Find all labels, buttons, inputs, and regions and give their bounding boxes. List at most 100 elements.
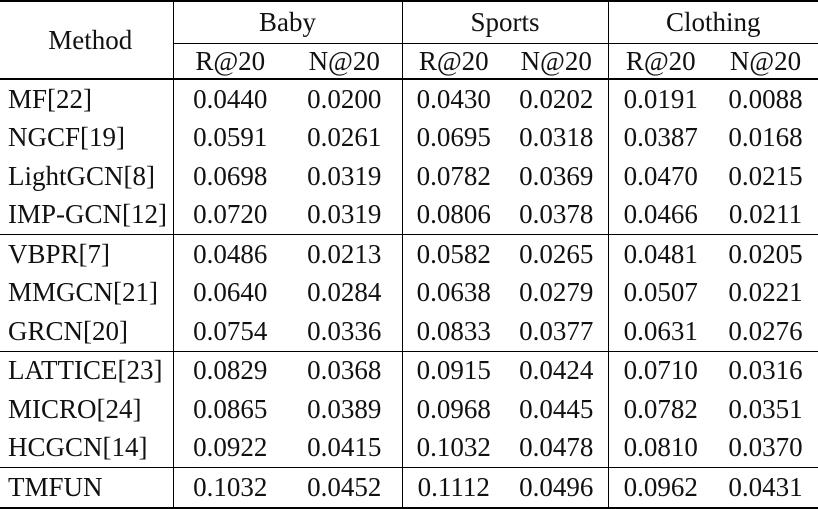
value-cell: 0.0261 <box>307 122 382 153</box>
value-cell: 0.0387 <box>607 118 713 157</box>
table-row-lattice: LATTICE[23] 0.0829 0.0368 0.0915 0.0424 … <box>0 350 818 390</box>
value-cell: 0.0431 <box>713 467 818 508</box>
method-cell: TMFUN <box>0 467 173 508</box>
value-cell: 0.0377 <box>519 315 594 346</box>
table-row-mf: MF[22] 0.0440 0.0200 0.0430 0.0202 0.019… <box>0 79 818 119</box>
value-cell: 0.0710 <box>607 350 713 390</box>
method-cell: MICRO[24] <box>8 393 142 424</box>
value-cell: 0.0631 <box>607 312 713 351</box>
value-cell: 0.0319 <box>307 160 382 191</box>
method-column-header: Method <box>0 1 173 80</box>
value-cell: 0.0466 <box>607 195 713 235</box>
value-cell: 0.0829 <box>172 350 287 390</box>
value-cell: 0.0211 <box>728 199 803 230</box>
table-row-vbpr: VBPR[7] 0.0486 0.0213 0.0582 0.0265 0.04… <box>0 234 818 274</box>
value-cell: 0.0378 <box>519 199 594 230</box>
value-cell: 0.0470 <box>607 157 713 196</box>
value-cell: 0.0591 <box>172 118 287 157</box>
value-cell: 0.0582 <box>401 234 505 274</box>
value-cell: 0.0351 <box>728 393 803 424</box>
value-cell: 0.0370 <box>728 432 803 463</box>
value-cell: 0.0415 <box>307 432 382 463</box>
method-cell: LATTICE[23] <box>0 350 173 390</box>
value-cell: 0.0318 <box>519 122 594 153</box>
value-cell: 0.0865 <box>172 390 287 429</box>
method-cell: MMGCN[21] <box>8 277 159 308</box>
value-cell: 0.0782 <box>401 157 505 196</box>
value-cell: 0.0316 <box>713 350 818 390</box>
value-cell: 0.0213 <box>287 234 402 274</box>
value-cell: 0.0968 <box>401 390 505 429</box>
value-cell: 0.0962 <box>607 467 713 508</box>
value-cell: 0.0265 <box>505 234 608 274</box>
value-cell: 0.0215 <box>728 160 803 191</box>
value-cell: 0.0496 <box>505 467 608 508</box>
method-cell: LightGCN[8] <box>8 160 155 191</box>
value-cell: 0.0720 <box>172 195 287 235</box>
value-cell: 0.0754 <box>172 312 287 351</box>
method-cell: HCGCN[14] <box>8 432 148 463</box>
value-cell: 0.0430 <box>401 79 505 119</box>
value-cell: 0.0279 <box>519 277 594 308</box>
value-cell: 0.1032 <box>401 428 505 468</box>
value-cell: 0.0205 <box>713 234 818 274</box>
value-cell: 0.0915 <box>401 350 505 390</box>
table-row-ngcf: NGCF[19] 0.0591 0.0261 0.0695 0.0318 0.0… <box>0 118 818 157</box>
method-cell: NGCF[19] <box>8 122 126 153</box>
value-cell: 0.0368 <box>287 350 402 390</box>
value-cell: 0.0695 <box>401 118 505 157</box>
value-cell: 0.1112 <box>401 467 505 508</box>
table-row-micro: MICRO[24] 0.0865 0.0389 0.0968 0.0445 0.… <box>0 390 818 429</box>
value-cell: 0.0424 <box>505 350 608 390</box>
table-row-mmgcn: MMGCN[21] 0.0640 0.0284 0.0638 0.0279 0.… <box>0 273 818 312</box>
value-cell: 0.0806 <box>401 195 505 235</box>
metric-header-clothing-n20: N@20 <box>713 43 818 80</box>
group-header-sports: Sports <box>401 1 608 44</box>
value-cell: 0.0221 <box>728 277 803 308</box>
table-row-tmfun: TMFUN 0.1032 0.0452 0.1112 0.0496 0.0962… <box>0 467 818 508</box>
method-cell: IMP-GCN[12] <box>8 199 167 230</box>
method-cell: MF[22] <box>8 83 93 114</box>
group-header-row: Method Baby Sports Clothing <box>0 1 818 80</box>
value-cell: 0.0698 <box>172 157 287 196</box>
group-header-baby: Baby <box>172 1 402 44</box>
value-cell: 0.0168 <box>728 122 803 153</box>
metric-header-baby-n20: N@20 <box>287 43 402 80</box>
value-cell: 0.0369 <box>519 160 594 191</box>
metric-header-sports-r20: R@20 <box>401 43 505 80</box>
value-cell: 0.0782 <box>607 390 713 429</box>
value-cell: 0.0191 <box>607 79 713 119</box>
value-cell: 0.0440 <box>172 79 287 119</box>
metric-header-sports-n20: N@20 <box>505 43 608 80</box>
value-cell: 0.0638 <box>401 273 505 312</box>
value-cell: 0.0481 <box>607 234 713 274</box>
value-cell: 0.0478 <box>519 432 594 463</box>
value-cell: 0.0486 <box>172 234 287 274</box>
group-header-clothing: Clothing <box>607 1 818 44</box>
value-cell: 0.0088 <box>728 83 803 114</box>
value-cell: 0.0202 <box>519 83 594 114</box>
value-cell: 0.0507 <box>607 273 713 312</box>
method-cell: VBPR[7] <box>0 234 173 274</box>
value-cell: 0.0810 <box>607 428 713 468</box>
method-cell: GRCN[20] <box>8 315 128 346</box>
value-cell: 0.0319 <box>307 199 382 230</box>
value-cell: 0.0445 <box>519 393 594 424</box>
table-row-grcn: GRCN[20] 0.0754 0.0336 0.0833 0.0377 0.0… <box>0 312 818 351</box>
value-cell: 0.1032 <box>172 467 287 508</box>
value-cell: 0.0389 <box>307 393 382 424</box>
value-cell: 0.0200 <box>307 83 382 114</box>
table-row-hcgcn: HCGCN[14] 0.0922 0.0415 0.1032 0.0478 0.… <box>0 428 818 468</box>
metric-header-row: R@20 N@20 R@20 N@20 R@20 N@20 <box>0 43 818 80</box>
metric-header-baby-r20: R@20 <box>172 43 287 80</box>
value-cell: 0.0640 <box>172 273 287 312</box>
value-cell: 0.0276 <box>728 315 803 346</box>
metric-header-clothing-r20: R@20 <box>607 43 713 80</box>
value-cell: 0.0452 <box>287 467 402 508</box>
value-cell: 0.0922 <box>172 428 287 468</box>
value-cell: 0.0833 <box>401 312 505 351</box>
table-row-impgcn: IMP-GCN[12] 0.0720 0.0319 0.0806 0.0378 … <box>0 195 818 235</box>
table-row-lightgcn: LightGCN[8] 0.0698 0.0319 0.0782 0.0369 … <box>0 157 818 196</box>
value-cell: 0.0336 <box>307 315 382 346</box>
